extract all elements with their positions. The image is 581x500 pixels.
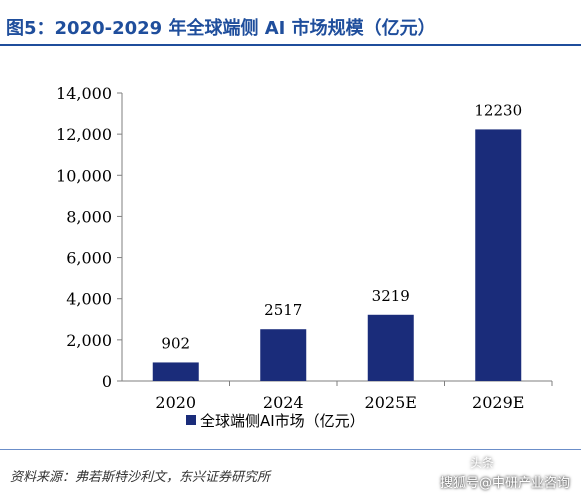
bar <box>260 329 307 381</box>
legend-swatch <box>186 415 196 425</box>
data-label: 12230 <box>474 101 522 119</box>
footer-divider <box>0 449 581 450</box>
data-label: 902 <box>161 334 190 352</box>
source-note: 资料来源：弗若斯特沙利文，东兴证券研究所 <box>10 470 271 485</box>
data-label: 3219 <box>372 287 410 305</box>
chart-title: 图5：2020-2029 年全球端侧 AI 市场规模（亿元） <box>6 18 436 39</box>
title-divider <box>0 44 581 46</box>
y-tick-label: 0 <box>102 372 112 391</box>
bar <box>475 129 522 381</box>
y-tick-label: 8,000 <box>66 207 112 226</box>
y-tick-label: 2,000 <box>66 331 112 350</box>
y-tick-label: 14,000 <box>56 84 112 103</box>
data-label: 2517 <box>264 301 302 319</box>
legend-label: 全球端侧AI市场（亿元） <box>200 412 365 430</box>
x-tick-label: 2024 <box>263 393 304 412</box>
y-tick-label: 6,000 <box>66 249 112 268</box>
x-tick-label: 2020 <box>155 393 196 412</box>
watermark: 搜狐号@中研产业咨询 <box>440 476 571 491</box>
bar-chart: 0 2,000 4,000 6,000 8,000 10,000 12,000 14,000 9… <box>56 84 553 430</box>
y-tick-label: 10,000 <box>56 166 112 185</box>
x-tick-label: 2029E <box>472 393 524 412</box>
bar <box>367 314 414 381</box>
bar <box>152 362 199 381</box>
y-tick-label: 12,000 <box>56 125 112 144</box>
watermark-top: 头条 <box>470 456 495 470</box>
y-tick-label: 4,000 <box>66 290 112 309</box>
x-tick-label: 2025E <box>365 393 417 412</box>
